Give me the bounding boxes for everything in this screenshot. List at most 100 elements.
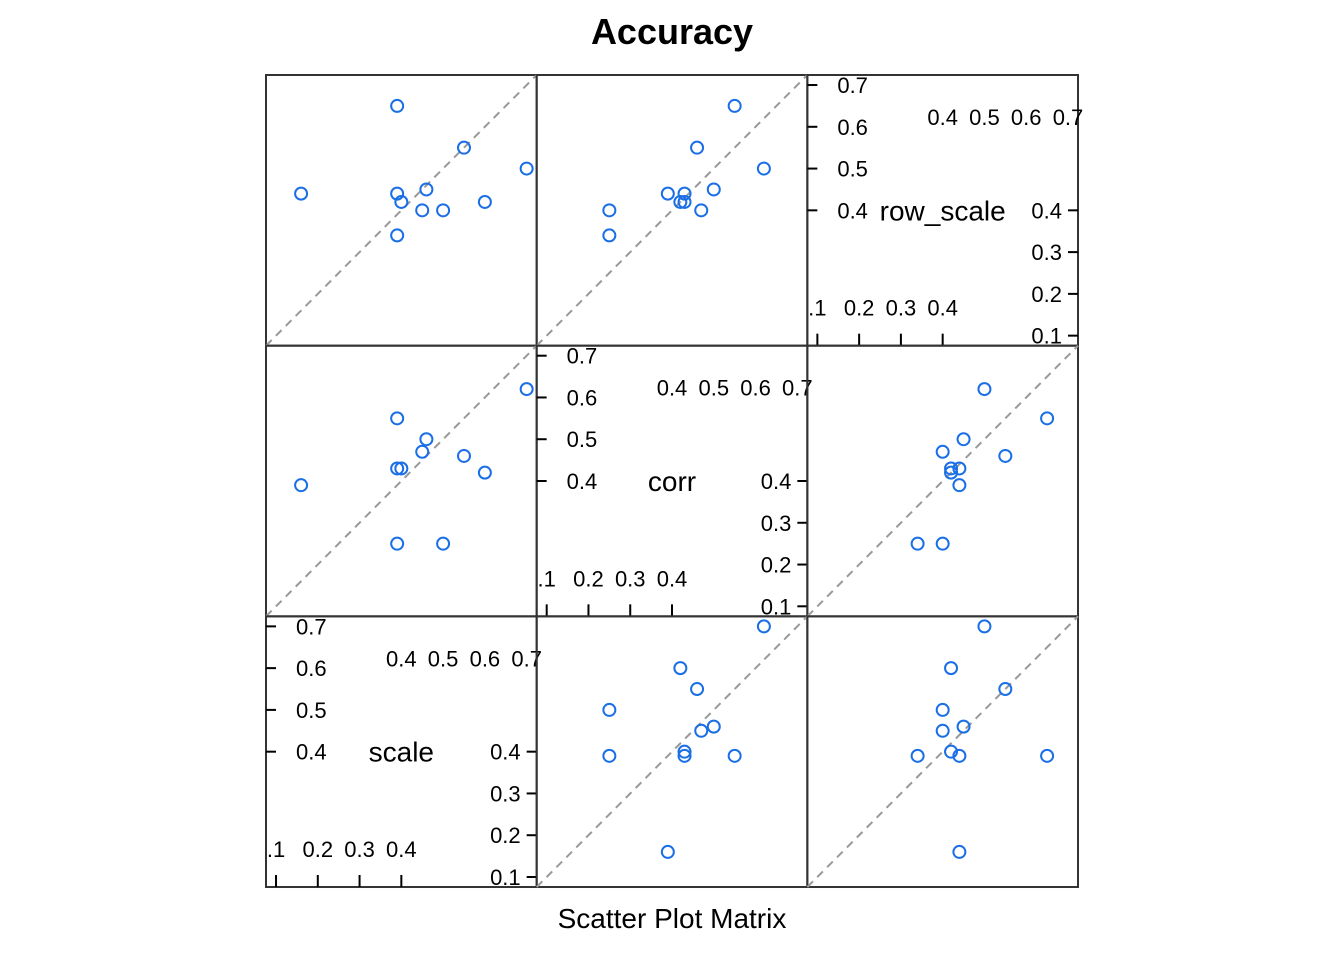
scatter-point-corr-row_scale-7 <box>602 228 617 243</box>
scatter-point-row_scale-scale-8 <box>998 682 1013 697</box>
reference-line-0-0 <box>265 74 538 347</box>
diag-left-tick-label-2-3: 0.7 <box>837 73 868 98</box>
diag-bottom-tick-label-0-2: 0.3 <box>344 837 375 862</box>
scatter-point-scale-corr-0 <box>294 478 309 493</box>
reference-line-1-2 <box>806 344 1079 618</box>
x-axis-label: Scatter Plot Matrix <box>558 903 787 934</box>
diag-right-tick-label-2-0: 0.1 <box>1031 324 1062 349</box>
diag-right-tick-label-0-0: 0.1 <box>490 865 521 890</box>
diag-top-tick-label-0-2: 0.6 <box>470 646 501 671</box>
diag-bottom-tick-label-1-0: .1 <box>538 566 556 591</box>
scatter-point-scale-row_scale-5 <box>419 182 434 197</box>
scatter-point-scale-corr-7 <box>390 536 405 551</box>
diag-left-tick-label-1-2: 0.6 <box>567 385 598 410</box>
scatter-point-corr-row_scale-6 <box>727 98 742 113</box>
diag-bottom-tick-label-0-1: 0.2 <box>302 837 333 862</box>
scatter-point-scale-row_scale-2 <box>390 186 405 201</box>
diag-bottom-tick-label-0-0: .1 <box>267 837 285 862</box>
diag-right-tick-label-2-1: 0.2 <box>1031 282 1062 307</box>
diag-bottom-tick-label-1-3: 0.4 <box>657 566 688 591</box>
scatter-point-row_scale-scale-4 <box>977 619 992 634</box>
scatter-point-scale-row_scale-7 <box>390 228 405 243</box>
scatter-point-corr-row_scale-10 <box>677 194 692 209</box>
scatter-point-row_scale-scale-9 <box>944 661 959 676</box>
scatter-point-scale-corr-10 <box>394 461 409 476</box>
scatter-point-scale-row_scale-6 <box>390 98 405 113</box>
diag-left-tick-label-2-0: 0.4 <box>837 198 868 223</box>
scatter-point-row_scale-scale-3 <box>935 702 950 717</box>
scatter-point-corr-row_scale-4 <box>756 161 771 176</box>
diag-top-tick-label-2-3: 0.7 <box>1053 105 1084 130</box>
variable-name-corr: corr <box>648 466 696 497</box>
diag-left-tick-label-1-1: 0.5 <box>567 427 598 452</box>
diag-bottom-tick-label-2-1: 0.2 <box>844 296 875 321</box>
scatter-point-corr-scale-1 <box>694 723 709 738</box>
scatter-point-row_scale-corr-4 <box>977 382 992 397</box>
scatter-point-row_scale-corr-8 <box>998 448 1013 463</box>
diag-bottom-tick-label-1-2: 0.3 <box>615 566 646 591</box>
scatter-point-row_scale-corr-5 <box>956 432 971 447</box>
scatter-point-row_scale-corr-9 <box>944 465 959 480</box>
scatter-point-scale-corr-4 <box>519 382 534 397</box>
scatter-point-scale-corr-8 <box>456 448 471 463</box>
scatter-point-row_scale-scale-0 <box>952 844 967 859</box>
scatter-point-corr-scale-8 <box>690 682 705 697</box>
scatter-point-row_scale-corr-1 <box>935 444 950 459</box>
scatter-point-scale-corr-6 <box>390 411 405 426</box>
scatter-point-row_scale-scale-2 <box>952 748 967 763</box>
scatter-point-scale-row_scale-4 <box>519 161 534 176</box>
diag-right-tick-label-0-2: 0.3 <box>490 781 521 806</box>
variable-name-row_scale: row_scale <box>880 195 1006 226</box>
diag-left-tick-label-0-1: 0.5 <box>296 698 327 723</box>
reference-line-2-2 <box>806 615 1079 888</box>
diag-left-tick-label-2-1: 0.5 <box>837 157 868 182</box>
scatter-point-corr-scale-0 <box>660 844 675 859</box>
scatter-point-corr-scale-10 <box>677 744 692 759</box>
diag-left-tick-label-0-3: 0.7 <box>296 614 327 639</box>
scatter-point-corr-row_scale-0 <box>660 186 675 201</box>
diag-bottom-tick-label-0-3: 0.4 <box>386 837 417 862</box>
chart-title: Accuracy <box>591 11 753 52</box>
scatter-point-corr-scale-7 <box>602 748 617 763</box>
panel-border-2-2 <box>806 615 1080 889</box>
diag-right-tick-label-0-3: 0.4 <box>490 740 521 765</box>
reference-line-1-0 <box>265 344 538 618</box>
diag-top-tick-label-2-0: 0.4 <box>927 105 958 130</box>
scatter-point-corr-scale-6 <box>727 748 742 763</box>
diag-left-tick-label-1-0: 0.4 <box>567 469 598 494</box>
scatter-point-row_scale-scale-5 <box>956 719 971 734</box>
scatter-point-scale-corr-9 <box>477 465 492 480</box>
diag-left-tick-label-0-2: 0.6 <box>296 656 327 681</box>
scatter-point-corr-row_scale-5 <box>706 182 721 197</box>
diag-bottom-tick-label-2-0: .1 <box>808 296 826 321</box>
scatter-point-row_scale-corr-3 <box>935 536 950 551</box>
diag-top-tick-label-1-1: 0.5 <box>698 376 729 401</box>
diag-top-tick-label-2-1: 0.5 <box>969 105 1000 130</box>
scatter-point-row_scale-scale-1 <box>935 723 950 738</box>
scatter-point-scale-corr-5 <box>419 432 434 447</box>
diag-left-tick-label-2-2: 0.6 <box>837 115 868 140</box>
diag-right-tick-label-1-2: 0.3 <box>761 511 792 536</box>
scatter-point-scale-row_scale-0 <box>294 186 309 201</box>
scatter-point-corr-scale-9 <box>673 661 688 676</box>
scatter-point-corr-row_scale-3 <box>602 203 617 218</box>
panels-group: 0.4 0.5 0.6 0.7 0.4 0.5 0.6 0.7 0.1 0.2 0.3 0.4 .1 0.… <box>265 73 1084 890</box>
scatter-point-scale-corr-1 <box>415 444 430 459</box>
diag-bottom-tick-label-2-2: 0.3 <box>886 296 917 321</box>
diag-left-tick-label-1-3: 0.7 <box>567 344 598 369</box>
scatter-point-scale-row_scale-1 <box>415 203 430 218</box>
diag-bottom-tick-label-2-3: 0.4 <box>927 296 958 321</box>
scatter-point-corr-row_scale-9 <box>673 194 688 209</box>
scatter-point-row_scale-corr-10 <box>944 461 959 476</box>
scatter-point-row_scale-scale-6 <box>1040 748 1055 763</box>
diag-right-tick-label-2-2: 0.3 <box>1031 240 1062 265</box>
diag-top-tick-label-0-1: 0.5 <box>428 646 459 671</box>
scatter-point-corr-scale-5 <box>706 719 721 734</box>
scatter-point-row_scale-corr-2 <box>952 461 967 476</box>
scatter-point-corr-row_scale-8 <box>690 140 705 155</box>
diag-top-tick-label-1-0: 0.4 <box>657 376 688 401</box>
diag-left-tick-label-0-0: 0.4 <box>296 740 327 765</box>
scatter-point-corr-scale-2 <box>677 748 692 763</box>
scatter-point-corr-row_scale-1 <box>694 203 709 218</box>
